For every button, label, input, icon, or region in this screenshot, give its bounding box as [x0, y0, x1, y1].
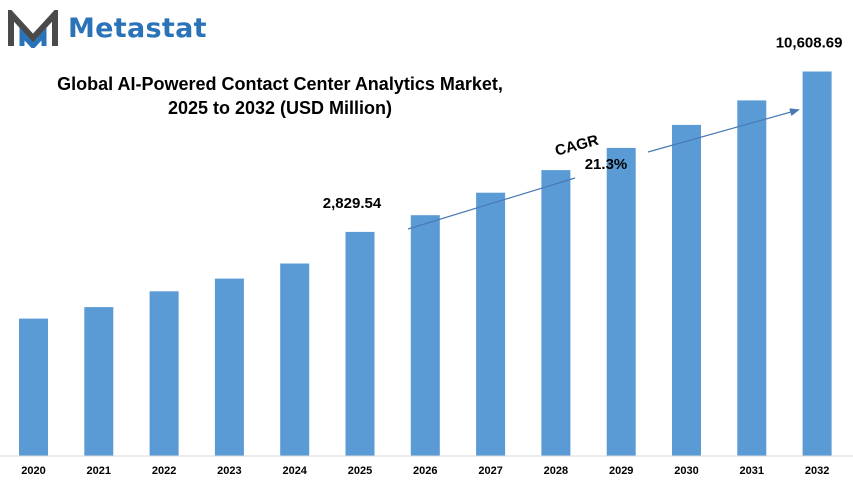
x-tick-2029: 2029: [609, 465, 633, 477]
bar-2029: [606, 147, 636, 456]
x-tick-2028: 2028: [544, 465, 568, 477]
chart-title-line1: Global AI-Powered Contact Center Analyti…: [57, 74, 503, 94]
bar-2023: [214, 278, 244, 456]
x-tick-2022: 2022: [152, 465, 176, 477]
bar-2025: [345, 231, 375, 456]
bar-2031: [737, 100, 767, 457]
cagr-arrow-upper: [647, 108, 800, 153]
x-tick-2020: 2020: [21, 465, 45, 477]
bar-2021: [84, 307, 114, 456]
bar-2020: [19, 318, 48, 456]
bar-2030: [672, 124, 701, 457]
x-tick-2032: 2032: [805, 465, 829, 477]
x-tick-labels: 2020 2021 2022 2023 2024 2025 2026 2027 2028 2029…: [21, 465, 829, 477]
data-label-2025: 2,829.54: [323, 195, 382, 212]
bar-2028: [541, 170, 571, 456]
chart-title: Global AI-Powered Contact Center Analyti…: [20, 72, 540, 120]
x-tick-2031: 2031: [740, 465, 764, 477]
bar-2022: [149, 291, 179, 456]
cagr-arrow-lower: [407, 177, 576, 230]
x-tick-2026: 2026: [413, 465, 437, 477]
data-labels: 2,829.54 10,608.69: [323, 35, 843, 212]
x-tick-2021: 2021: [87, 465, 111, 477]
brand-name: Metastat: [68, 13, 207, 44]
bar-2024: [280, 263, 310, 456]
metastat-logo-icon: [8, 10, 58, 48]
bar-2026: [410, 215, 440, 456]
x-tick-2030: 2030: [674, 465, 698, 477]
bar-2032: [802, 71, 832, 456]
x-tick-2023: 2023: [217, 465, 241, 477]
x-tick-2027: 2027: [478, 465, 502, 477]
bars-group: [19, 71, 832, 457]
x-tick-2025: 2025: [348, 465, 372, 477]
x-tick-2024: 2024: [282, 465, 307, 477]
cagr-value: 21.3%: [585, 156, 628, 173]
chart-title-line2: 2025 to 2032 (USD Million): [167, 98, 393, 118]
brand-logo: Metastat: [8, 8, 238, 50]
bar-2027: [476, 192, 506, 456]
data-label-2032: 10,608.69: [776, 35, 843, 52]
